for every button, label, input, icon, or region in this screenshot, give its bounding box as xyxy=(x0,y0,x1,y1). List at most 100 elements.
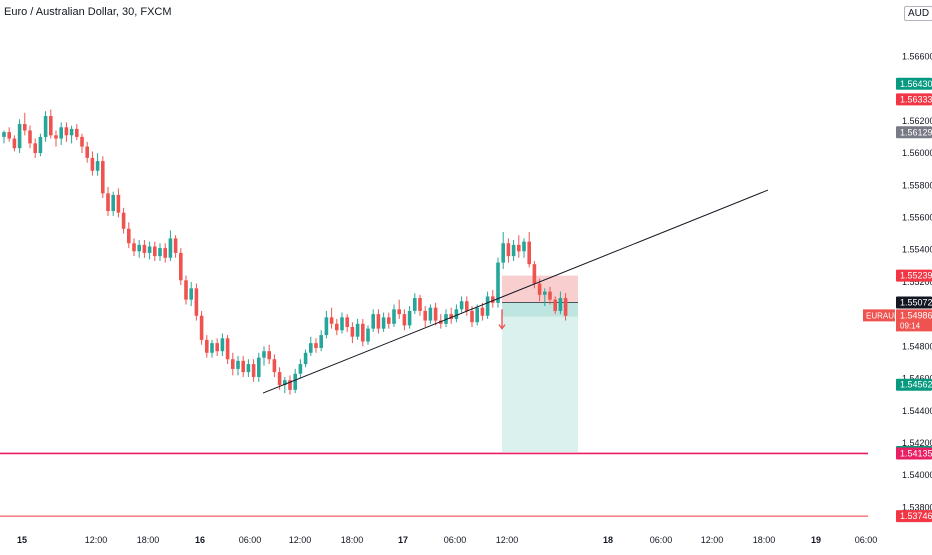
candle-body xyxy=(38,136,43,154)
candle-body xyxy=(147,246,152,253)
candle-body xyxy=(283,380,287,386)
price-labels: 1.56430 1.56333 1.56129 1.55239 1.55072 1.545… xyxy=(863,77,932,523)
x-tick-label: 15 xyxy=(17,535,27,545)
candle-body xyxy=(470,310,474,323)
candle-body xyxy=(298,364,303,374)
candle-body xyxy=(459,301,464,310)
price-label: 1.54135 xyxy=(900,448,932,458)
candle-body xyxy=(563,298,568,316)
candle-body xyxy=(137,244,141,252)
y-tick-label: 1.55200 xyxy=(902,277,932,287)
candle-body xyxy=(418,298,422,311)
y-tick-label: 1.54000 xyxy=(902,470,932,480)
x-tick-label: 19 xyxy=(811,535,821,545)
candles-group xyxy=(2,109,568,395)
x-tick-label: 12:00 xyxy=(701,535,724,545)
trendline-group xyxy=(262,189,769,394)
candle-body xyxy=(371,314,375,329)
candle-body xyxy=(454,309,459,319)
candle-body xyxy=(345,317,349,328)
candle-body xyxy=(392,309,396,324)
x-tick-label: 17 xyxy=(398,535,408,545)
price-label: 1.56129 xyxy=(900,127,932,137)
candle-body xyxy=(548,291,552,300)
candle-body xyxy=(210,343,214,353)
candle-body xyxy=(465,301,469,311)
candle-body xyxy=(179,252,183,281)
price-label-box xyxy=(896,269,932,282)
x-tick-label: 18:00 xyxy=(753,535,776,545)
symbol-label: EURAUD xyxy=(866,311,900,320)
x-tick-label: 12:00 xyxy=(496,535,519,545)
candle-body xyxy=(95,161,100,171)
candle-body xyxy=(85,146,89,158)
candle-body xyxy=(101,161,105,194)
countdown-label: 09:14 xyxy=(900,321,921,330)
currency-label[interactable]: AUD xyxy=(904,6,932,21)
x-tick-label: 06:00 xyxy=(239,535,262,545)
candle-body xyxy=(17,124,22,149)
y-tick-label: 1.56200 xyxy=(902,116,932,126)
candle-body xyxy=(532,264,537,284)
price-axis: 1.56600 1.56200 1.56000 1.55800 1.55600 1.554… xyxy=(902,51,932,512)
price-label-box xyxy=(896,510,932,523)
candle-body xyxy=(553,299,557,311)
sell-arrow-head xyxy=(498,324,506,330)
candle-body xyxy=(64,127,69,136)
candle-body xyxy=(397,309,401,315)
candle-body xyxy=(184,280,188,300)
y-tick-label: 1.56600 xyxy=(902,51,932,61)
candle-body xyxy=(407,310,412,326)
candle-body xyxy=(475,307,479,323)
y-tick-label: 1.55400 xyxy=(902,245,932,255)
candle-body xyxy=(558,298,563,311)
candle-body xyxy=(496,262,500,303)
candle-body xyxy=(215,343,219,352)
candle-body xyxy=(485,296,490,316)
take-profit-zone[interactable] xyxy=(502,302,578,453)
time-axis: 15 12:00 18:00 16 06:00 12:00 18:00 17 06:00 12:0… xyxy=(17,535,877,545)
candle-body xyxy=(288,380,292,390)
candle-body xyxy=(75,128,79,137)
candle-body xyxy=(116,194,121,213)
y-tick-label: 1.55800 xyxy=(902,180,932,190)
candle-body xyxy=(506,243,511,257)
y-tick-label: 1.54400 xyxy=(902,406,932,416)
candle-body xyxy=(433,307,438,321)
candle-body xyxy=(381,317,386,329)
candle-body xyxy=(511,244,516,257)
candle-body xyxy=(517,244,521,252)
candle-body xyxy=(449,314,453,319)
candle-body xyxy=(423,310,427,321)
candle-body xyxy=(293,373,297,390)
current-price-box xyxy=(896,309,932,332)
candle-body xyxy=(413,298,417,311)
candle-body xyxy=(106,193,110,212)
candle-body xyxy=(480,307,485,316)
candle-body xyxy=(168,238,173,258)
y-tick-label: 1.55600 xyxy=(902,212,932,222)
price-label-box xyxy=(896,296,932,309)
candle-body xyxy=(387,317,391,324)
candle-body xyxy=(257,357,261,377)
trendline[interactable] xyxy=(262,189,769,394)
candle-body xyxy=(205,339,209,353)
price-label: 1.55072 xyxy=(900,298,932,308)
candle-body xyxy=(236,360,240,369)
candle-body xyxy=(314,343,318,348)
candle-body xyxy=(54,135,58,139)
candle-body xyxy=(335,323,339,331)
price-label-box xyxy=(896,447,932,460)
candle-body xyxy=(267,351,271,360)
candle-body xyxy=(12,138,17,149)
candle-body xyxy=(59,127,63,139)
candle-body xyxy=(428,307,433,321)
x-tick-label: 18:00 xyxy=(137,535,160,545)
candle-body xyxy=(220,338,225,352)
x-tick-label: 12:00 xyxy=(85,535,108,545)
candle-body xyxy=(241,360,245,373)
candle-body xyxy=(402,314,407,326)
candle-body xyxy=(199,315,204,340)
